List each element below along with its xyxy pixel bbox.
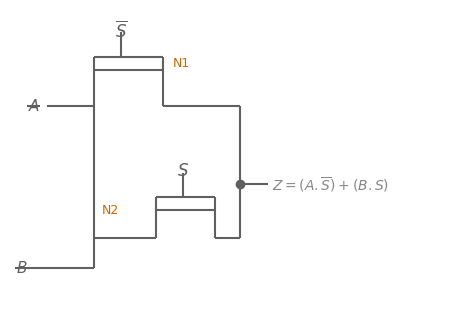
Text: $\overline{S}$: $\overline{S}$ [115, 21, 128, 41]
Text: $Z = \left(A.\overline{S}\right)+\left(B.S\right)$: $Z = \left(A.\overline{S}\right)+\left(B… [272, 175, 389, 194]
Text: $S$: $S$ [177, 162, 189, 180]
Text: N1: N1 [173, 57, 190, 70]
Text: $B$: $B$ [16, 260, 27, 276]
Text: $A$: $A$ [28, 98, 40, 114]
Text: N2: N2 [101, 203, 119, 216]
